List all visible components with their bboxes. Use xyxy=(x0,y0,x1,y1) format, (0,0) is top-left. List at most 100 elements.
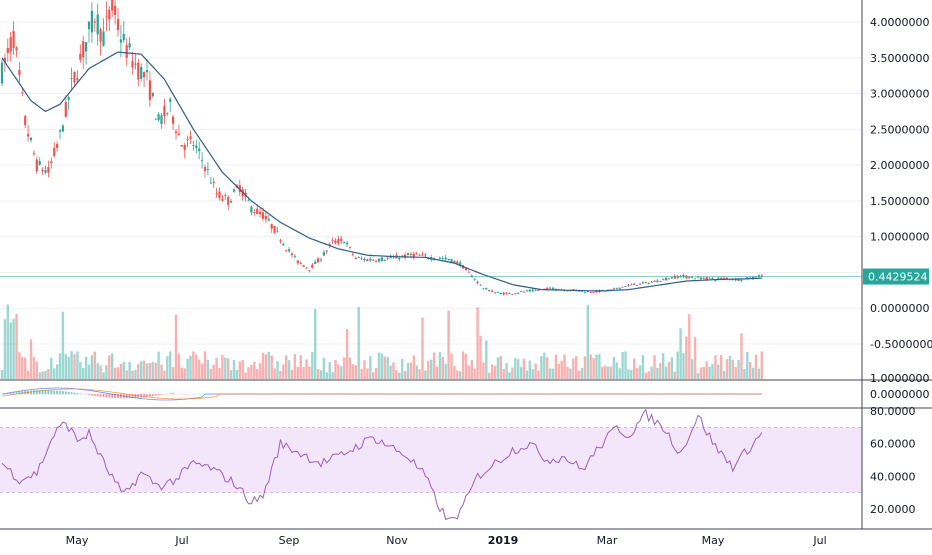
rsi-pane xyxy=(0,410,862,520)
volume-bar xyxy=(558,364,560,379)
price-tick-label: 0.0000000 xyxy=(870,302,930,315)
volume-bar xyxy=(369,356,371,379)
candle-body xyxy=(42,170,44,172)
candle-body xyxy=(100,29,102,41)
volume-bar xyxy=(4,319,6,379)
volume-bar xyxy=(297,367,299,379)
candle-body xyxy=(262,212,264,218)
volume-bar xyxy=(520,367,522,379)
candle-body xyxy=(73,72,75,83)
volume-bar xyxy=(650,367,652,379)
volume-bar xyxy=(610,367,612,379)
candle-body xyxy=(30,138,32,140)
time-tick-label: Nov xyxy=(386,534,408,547)
volume-bar xyxy=(407,363,409,379)
volume-bar xyxy=(285,356,287,379)
price-tick-label: 4.0000000 xyxy=(870,16,930,29)
candle-body xyxy=(416,253,418,254)
candle-body xyxy=(740,280,742,281)
volume-bar xyxy=(471,360,473,379)
candle-body xyxy=(91,11,93,32)
candle-body xyxy=(340,239,342,241)
volume-bar xyxy=(572,358,574,379)
macd-histogram-bar xyxy=(85,394,87,395)
volume-bar xyxy=(476,307,478,379)
volume-bar xyxy=(587,305,589,379)
candle-body xyxy=(1,63,3,84)
candle-body xyxy=(398,258,400,259)
volume-bar xyxy=(44,371,46,379)
volume-bar xyxy=(621,352,623,379)
macd-axis[interactable]: 0.0000000 xyxy=(870,388,930,401)
candle-body xyxy=(268,219,270,220)
candle-body xyxy=(517,293,519,294)
candle-body xyxy=(593,292,595,293)
price-candles xyxy=(1,0,763,296)
volume-bar xyxy=(479,336,481,379)
volume-bar xyxy=(91,355,93,379)
price-tick-label: 1.5000000 xyxy=(870,195,930,208)
candle-body xyxy=(279,240,281,241)
volume-bar xyxy=(685,337,687,379)
volume-bar xyxy=(575,356,577,379)
candle-body xyxy=(494,293,496,294)
volume-bar xyxy=(146,363,148,379)
volume-bar xyxy=(366,368,368,379)
price-axis[interactable]: 4.00000003.50000003.00000002.50000002.00… xyxy=(870,16,932,385)
volume-bar xyxy=(163,371,165,379)
volume-bar xyxy=(340,366,342,379)
candle-body xyxy=(166,113,168,114)
candle-body xyxy=(552,288,554,290)
candle-body xyxy=(363,259,365,260)
candle-body xyxy=(198,149,200,151)
volume-bar xyxy=(619,368,621,379)
volume-bar xyxy=(569,368,571,379)
macd-histogram-bar xyxy=(149,394,151,397)
volume-bar xyxy=(358,307,360,379)
volume-bar xyxy=(639,365,641,379)
candle-body xyxy=(651,282,653,283)
price-tick-label: -0.5000000 xyxy=(870,338,932,351)
macd-histogram-bar xyxy=(65,391,67,394)
candle-body xyxy=(120,39,122,42)
volume-bar xyxy=(102,372,104,379)
candle-body xyxy=(511,294,513,295)
volume-bar xyxy=(230,370,232,379)
candle-body xyxy=(21,93,23,94)
candle-body xyxy=(323,252,325,255)
volume-bar xyxy=(453,366,455,379)
candle-body xyxy=(668,279,670,280)
volume-bar xyxy=(213,365,215,379)
volume-bar xyxy=(329,362,331,379)
volume-bar xyxy=(532,369,534,379)
candle-body xyxy=(44,170,46,173)
macd-histogram-bar xyxy=(158,394,160,395)
volume-bar xyxy=(534,364,536,379)
volume-bar xyxy=(485,340,487,379)
candle-body xyxy=(59,130,61,131)
candle-body xyxy=(247,200,249,201)
time-tick-label: May xyxy=(702,534,725,547)
candle-body xyxy=(233,189,235,191)
candle-body xyxy=(491,291,493,292)
candle-body xyxy=(39,161,41,165)
candle-body xyxy=(256,209,258,214)
candle-body xyxy=(442,258,444,259)
volume-bar xyxy=(659,363,661,379)
volume-bar xyxy=(505,363,507,379)
volume-bar xyxy=(697,373,699,379)
candle-body xyxy=(448,259,450,260)
volume-bar xyxy=(677,351,679,379)
candle-body xyxy=(271,224,273,228)
time-tick-label: Jul xyxy=(174,534,188,547)
candle-body xyxy=(308,270,310,271)
volume-bar xyxy=(459,371,461,379)
time-tick-label: 2019 xyxy=(488,534,519,547)
volume-bar xyxy=(204,351,206,379)
candle-body xyxy=(146,70,148,72)
candle-body xyxy=(213,182,215,183)
